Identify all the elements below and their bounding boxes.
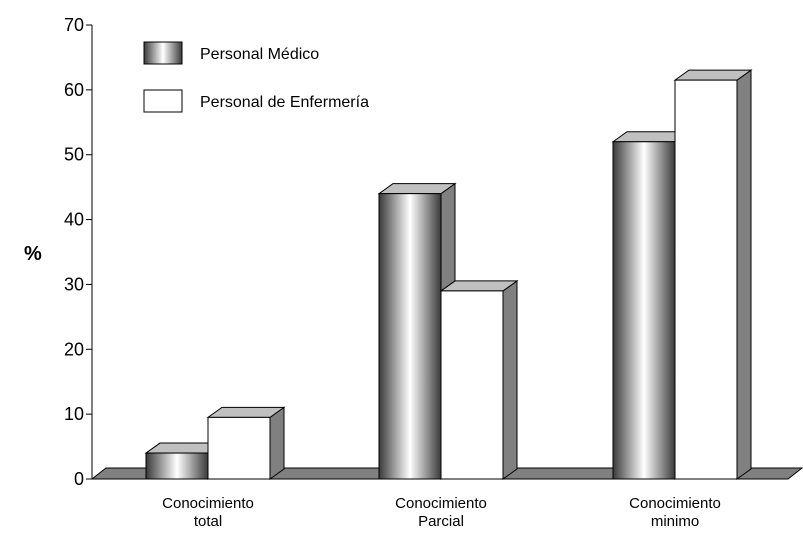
y-tick-label: 50 [64,145,84,165]
legend-swatch [143,89,183,113]
category-label: Conocimiento Parcial [395,495,487,530]
y-axis-label: % [24,243,42,265]
category-label: Conocimiento minimo [629,495,721,530]
legend-swatch [143,41,183,65]
y-tick-label: 20 [64,339,84,359]
legend-label: Personal Médico [200,46,319,63]
y-tick-label: 30 [64,274,84,294]
legend: Personal Médico Personal de Enfermería [143,41,369,113]
category-label: Conocimiento total [162,495,254,530]
y-tick-label: 40 [64,210,84,230]
y-tick-label: 60 [64,80,84,100]
bar [439,279,519,480]
bar [673,69,753,480]
y-tick-label: 70 [64,15,84,35]
legend-label: Personal de Enfermería [200,94,369,111]
y-tick-label: 10 [64,404,84,424]
bar [206,406,286,480]
y-tick-label: 0 [74,469,84,489]
